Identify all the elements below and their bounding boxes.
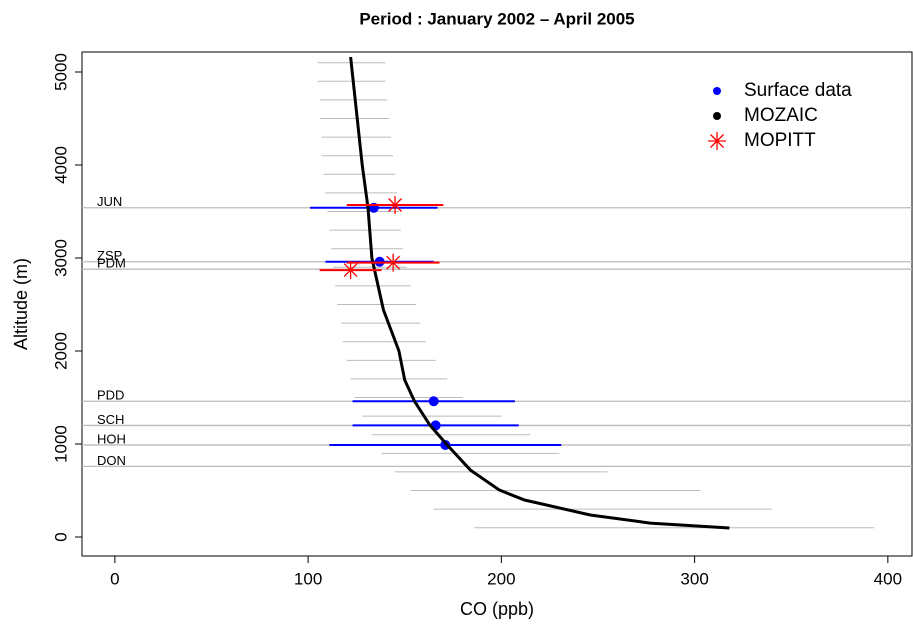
legend-label: MOZAIC — [744, 105, 818, 126]
legend-marker — [713, 112, 721, 120]
legend-label: Surface data — [744, 80, 852, 101]
y-tick-label: 1000 — [51, 425, 70, 463]
site-label: PDD — [97, 388, 124, 403]
site-label: PDM — [97, 256, 126, 271]
legend-marker — [708, 132, 726, 150]
point — [384, 253, 403, 272]
legend-marker — [713, 87, 721, 95]
legend-label: MOPITT — [744, 130, 816, 151]
y-tick-label: 0 — [51, 532, 70, 541]
chart-title: Period : January 2002 – April 2005 — [359, 9, 634, 28]
y-tick-label: 5000 — [51, 53, 70, 91]
point — [341, 261, 360, 280]
x-tick-label: 300 — [680, 569, 708, 588]
y-tick-label: 2000 — [51, 332, 70, 370]
site-label: JUN — [97, 194, 122, 209]
y-axis-label: Altitude (m) — [11, 258, 31, 350]
point — [428, 396, 439, 407]
site-label: HOH — [97, 431, 126, 446]
site-label: DON — [97, 453, 126, 468]
x-tick-label: 400 — [874, 569, 902, 588]
y-tick-label: 3000 — [51, 239, 70, 277]
site-label: SCH — [97, 412, 124, 427]
x-tick-label: 100 — [294, 569, 322, 588]
point — [386, 195, 405, 214]
site-label: ZSP — [97, 248, 122, 263]
x-tick-label: 0 — [110, 569, 119, 588]
x-axis-label: CO (ppb) — [460, 599, 534, 619]
mozaic-line — [349, 56, 730, 530]
x-tick-label: 200 — [487, 569, 515, 588]
plot-frame — [81, 51, 913, 557]
y-tick-label: 4000 — [51, 146, 70, 184]
